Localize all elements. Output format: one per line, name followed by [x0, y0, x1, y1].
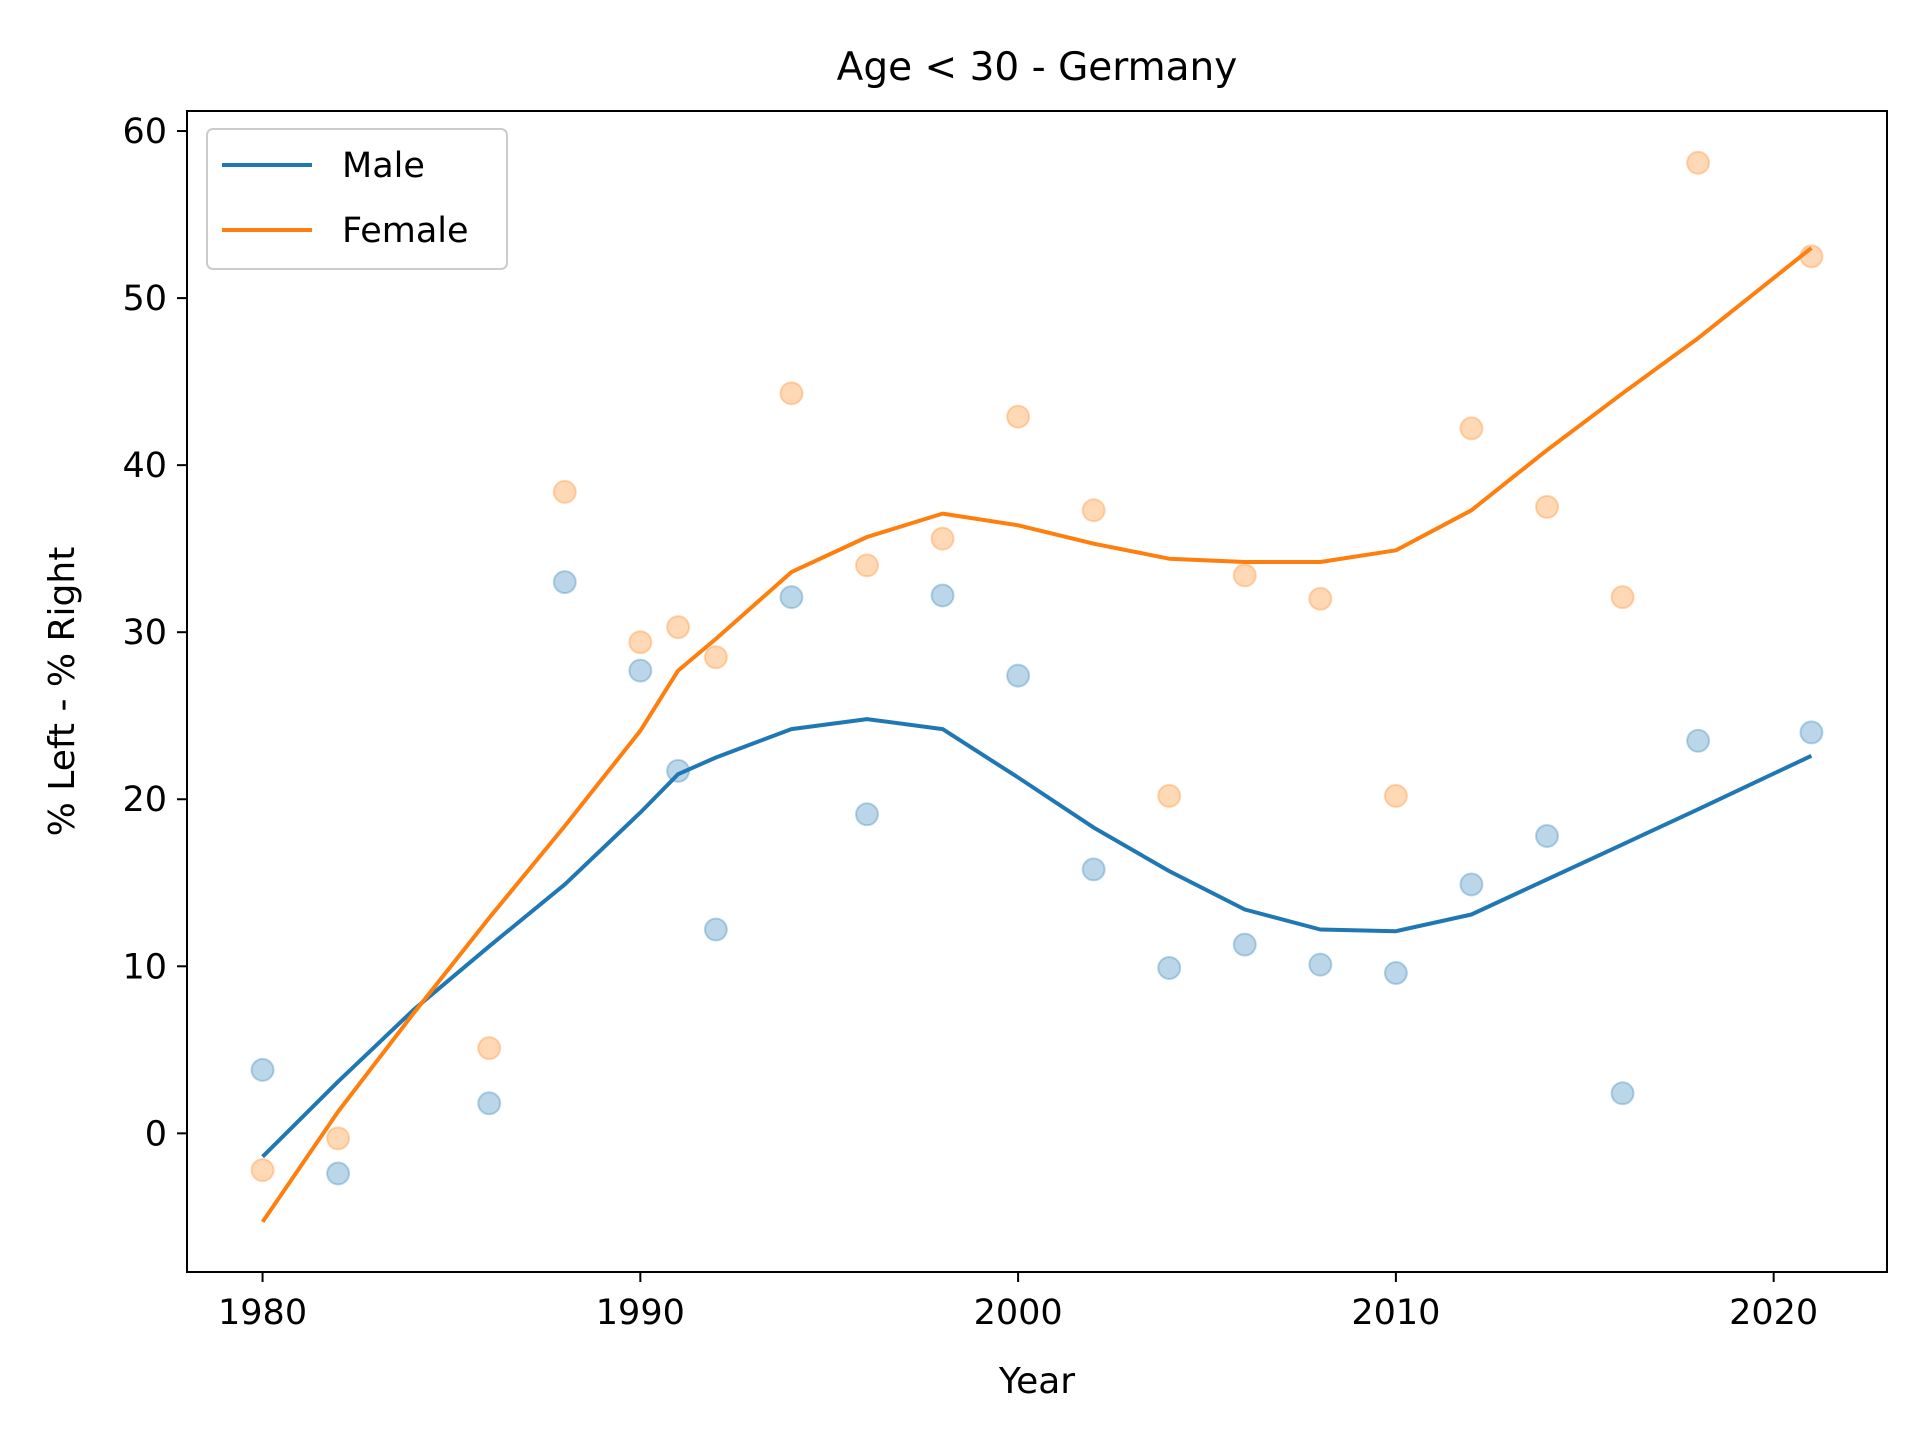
- male-point: [855, 802, 879, 827]
- x-axis: 1980 1990 2000 2010 2020: [218, 1272, 1818, 1333]
- y-tick-label: 20: [122, 780, 167, 820]
- female-point: [1535, 494, 1559, 519]
- male-point: [477, 1091, 502, 1116]
- female-point: [1081, 498, 1106, 523]
- y-tick-label: 0: [145, 1114, 167, 1154]
- male-point: [1383, 960, 1408, 985]
- male-point: [552, 570, 577, 595]
- x-axis-label: Year: [998, 1361, 1075, 1402]
- legend: Male Female: [206, 128, 508, 270]
- y-tick-label: 60: [122, 112, 167, 152]
- male-point: [1006, 663, 1031, 688]
- female-point: [250, 1158, 275, 1183]
- female-point: [1157, 783, 1182, 808]
- plot-frame: [186, 110, 1888, 1273]
- female-point: [1383, 783, 1408, 808]
- female-point: [930, 526, 955, 551]
- y-axis: 0 10 20 30 40 50 60: [122, 112, 187, 1154]
- female-point: [1610, 585, 1635, 610]
- y-axis-label: % Left - % Right: [42, 547, 83, 837]
- female-point: [1686, 150, 1711, 175]
- legend-male-label: Male: [342, 146, 425, 186]
- female-point: [628, 630, 653, 655]
- male-point: [628, 658, 653, 683]
- male-trend-line: [261, 717, 1813, 1159]
- x-tick-label: 2010: [1351, 1293, 1440, 1333]
- male-point: [1157, 955, 1182, 980]
- male-point: [930, 583, 955, 608]
- female-point: [552, 479, 577, 504]
- x-tick-label: 1980: [218, 1293, 307, 1333]
- scatter-points: [250, 150, 1824, 1186]
- male-point: [326, 1161, 351, 1186]
- male-point: [1686, 728, 1711, 753]
- y-tick-label: 40: [122, 446, 167, 486]
- female-point: [1459, 416, 1484, 441]
- female-point: [703, 645, 728, 670]
- chart-title: Age < 30 - Germany: [837, 45, 1238, 90]
- female-point: [855, 553, 879, 578]
- trend-lines: [260, 246, 1813, 1224]
- female-point: [1308, 586, 1333, 611]
- x-tick-label: 2000: [974, 1293, 1063, 1333]
- y-tick-label: 10: [122, 947, 167, 987]
- x-tick-label: 1990: [596, 1293, 685, 1333]
- female-point: [326, 1126, 351, 1151]
- female-point: [666, 615, 691, 640]
- male-point: [1799, 720, 1824, 745]
- male-point: [1610, 1081, 1635, 1106]
- male-point: [1308, 952, 1333, 977]
- legend-female-label: Female: [342, 211, 469, 251]
- female-point: [1232, 563, 1257, 588]
- male-point: [703, 917, 728, 942]
- female-point: [477, 1036, 502, 1061]
- x-tick-label: 2020: [1729, 1293, 1818, 1333]
- male-point: [1232, 932, 1257, 957]
- male-point: [1081, 857, 1106, 882]
- female-trend-line: [260, 246, 1813, 1224]
- male-point: [779, 585, 804, 610]
- male-point: [1535, 823, 1559, 848]
- y-tick-label: 30: [122, 613, 167, 653]
- female-point: [779, 381, 804, 406]
- female-point: [1006, 404, 1031, 429]
- male-point: [1459, 872, 1484, 897]
- y-tick-label: 50: [122, 279, 167, 319]
- male-point: [250, 1057, 275, 1082]
